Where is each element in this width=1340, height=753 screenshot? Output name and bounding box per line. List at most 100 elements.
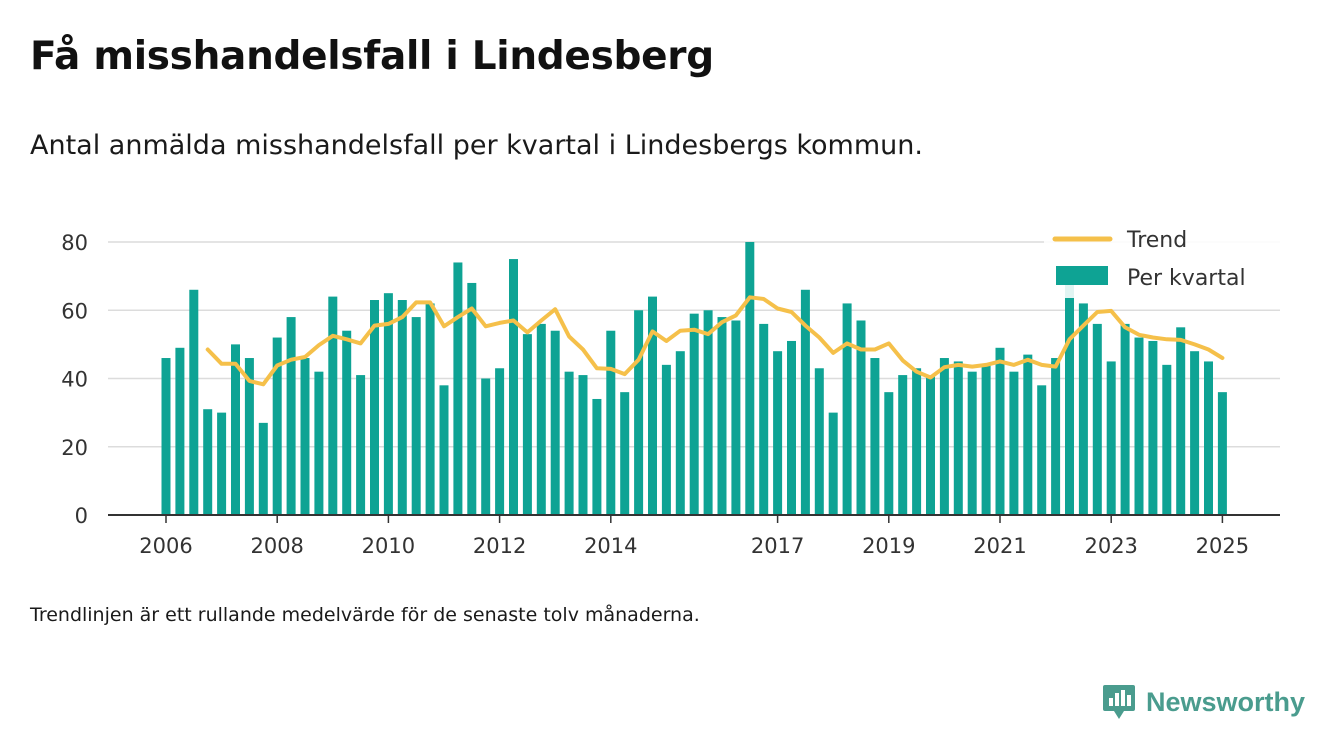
bar	[1162, 364, 1172, 515]
bar	[856, 320, 866, 515]
bar	[939, 358, 949, 515]
bar	[884, 392, 894, 515]
x-tick-label: 2023	[1084, 534, 1137, 558]
bar	[314, 371, 324, 515]
bar	[244, 358, 254, 515]
bar	[328, 296, 338, 515]
bar	[397, 300, 407, 515]
y-tick-label: 80	[61, 231, 88, 255]
brand-name: Newsworthy	[1146, 686, 1306, 717]
bar	[717, 317, 727, 515]
bar	[300, 358, 310, 515]
bar	[370, 300, 379, 515]
bar	[564, 371, 574, 515]
legend-bar-label: Per kvartal	[1127, 266, 1246, 291]
bar	[1023, 354, 1033, 515]
bar	[689, 313, 699, 515]
x-tick-label: 2019	[862, 534, 915, 558]
bar	[467, 282, 477, 515]
y-tick-label: 20	[61, 436, 88, 460]
x-tick-label: 2021	[973, 534, 1026, 558]
bar	[1148, 340, 1158, 515]
bar	[898, 375, 908, 515]
bar	[1106, 361, 1116, 515]
bar	[425, 303, 435, 515]
bar	[495, 368, 505, 515]
bar	[731, 320, 741, 515]
bar	[509, 259, 518, 515]
bar	[759, 323, 769, 515]
bar	[814, 368, 824, 515]
x-tick-label: 2012	[473, 534, 526, 558]
bar	[342, 330, 352, 515]
bar	[773, 351, 783, 515]
bar	[536, 323, 546, 515]
axes: 0 20 40 60 80 2006 2008 2010 2012 2014 2017 2019 202…	[61, 231, 1280, 558]
bar	[231, 344, 240, 515]
bar	[217, 412, 227, 515]
bar	[745, 242, 755, 515]
bar	[828, 412, 838, 515]
bar	[189, 289, 199, 515]
chart-title: Få misshandelsfall i Lindesberg	[30, 34, 714, 79]
legend-bar-swatch	[1056, 266, 1108, 285]
bar	[1190, 351, 1200, 515]
bar	[1176, 327, 1186, 515]
bar	[286, 317, 296, 515]
bar	[1204, 361, 1213, 515]
bar	[1009, 371, 1019, 515]
y-tick-label: 40	[61, 368, 88, 392]
bar	[439, 385, 449, 515]
bar	[481, 378, 491, 515]
x-tick-label: 2014	[584, 534, 637, 558]
bar	[995, 347, 1005, 515]
bar	[161, 358, 171, 515]
x-tick-label: 2010	[362, 534, 415, 558]
x-tick-label: 2017	[751, 534, 804, 558]
bar	[356, 375, 366, 515]
bar	[912, 368, 922, 515]
chart-subtitle: Antal anmälda misshandelsfall per kvarta…	[30, 130, 923, 161]
bar	[1065, 276, 1074, 515]
legend-background	[1044, 222, 1280, 298]
bar	[411, 317, 421, 515]
bar	[578, 375, 588, 515]
bar	[800, 289, 810, 515]
bar	[258, 422, 268, 515]
bar	[661, 364, 671, 515]
bar	[967, 371, 977, 515]
bar	[1078, 303, 1088, 515]
bar	[453, 262, 463, 515]
bar	[870, 358, 880, 515]
bar	[383, 293, 393, 515]
bar	[606, 330, 616, 515]
newsworthy-logo-icon	[1103, 685, 1135, 719]
bar-series	[161, 242, 1227, 515]
bar	[175, 347, 185, 515]
trend-series	[205, 295, 1225, 387]
x-tick-label: 2025	[1196, 534, 1249, 558]
bar	[272, 337, 282, 515]
bar	[592, 398, 602, 515]
bar	[703, 310, 713, 515]
bar	[953, 361, 963, 515]
bar	[1120, 323, 1130, 515]
legend-trend-label: Trend	[1126, 228, 1187, 253]
bar	[1134, 337, 1144, 515]
bar	[981, 364, 991, 515]
bar	[1051, 358, 1061, 515]
bar	[787, 340, 796, 515]
bar	[842, 303, 852, 515]
bar	[522, 334, 532, 515]
bar	[203, 409, 213, 515]
bar	[675, 351, 685, 515]
bar	[550, 330, 560, 515]
y-tick-label: 0	[75, 504, 88, 528]
bar	[926, 375, 935, 515]
bar	[620, 392, 630, 515]
bar	[1217, 392, 1227, 515]
bar	[1037, 385, 1047, 515]
chart-svg: 0 20 40 60 80 2006 2008 2010 2012 2014 2017 2019 202…	[61, 222, 1280, 558]
bar	[648, 296, 657, 515]
newsworthy-logo[interactable]: Newsworthy	[1102, 683, 1305, 721]
